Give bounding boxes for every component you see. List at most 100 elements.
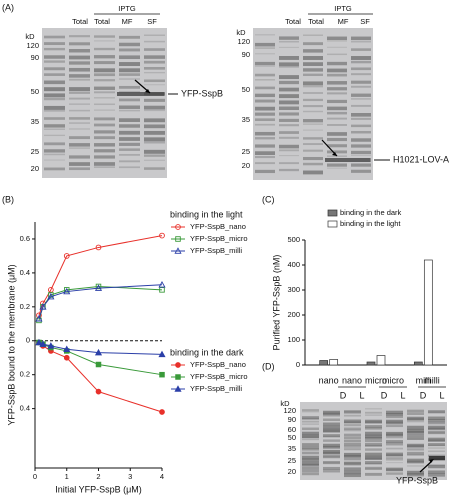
gel-band — [407, 434, 424, 438]
gel-band — [303, 49, 323, 53]
gel-band — [255, 155, 275, 159]
gel-band — [279, 131, 299, 134]
marker-label: 120 — [237, 37, 250, 46]
gel-band — [44, 80, 65, 85]
gel-band — [323, 443, 340, 448]
gel-band — [144, 149, 165, 154]
gel-band — [302, 448, 319, 451]
legend-marker — [175, 236, 181, 242]
gel-band — [94, 61, 115, 65]
gel-band — [428, 473, 445, 477]
gel-band — [344, 439, 361, 443]
gel-band — [94, 130, 115, 134]
panel-label: (A) — [2, 2, 14, 12]
gel-band — [144, 159, 165, 161]
gel-band — [365, 472, 382, 476]
gel-band — [144, 79, 165, 83]
marker-label: 50 — [31, 87, 39, 96]
gel-band — [327, 92, 347, 95]
marker-label: 35 — [31, 117, 39, 126]
gel-band — [302, 463, 319, 467]
marker-label: 35 — [288, 444, 296, 453]
gel — [300, 402, 447, 480]
gel-band — [94, 149, 115, 153]
gel-band — [428, 439, 445, 442]
gel-band — [344, 454, 361, 458]
gel-band — [407, 409, 424, 413]
gel-band — [386, 442, 403, 445]
gel-band — [351, 56, 371, 60]
gel-band — [344, 448, 361, 451]
data-point — [63, 345, 71, 352]
bar — [423, 259, 433, 366]
gel-band — [323, 451, 340, 455]
gel-band — [279, 136, 299, 139]
y-tick-label: 0 — [296, 360, 300, 369]
legend-swatch — [327, 209, 338, 217]
data-point — [63, 354, 70, 361]
y-axis-label: YFP-SspB bound to the membrane (μM) — [6, 264, 16, 425]
gel-band — [303, 137, 323, 140]
gel-band — [365, 457, 382, 460]
gel-band — [344, 433, 361, 437]
gel-band — [327, 124, 347, 126]
gel-band — [119, 137, 140, 141]
gel-band — [255, 93, 275, 98]
gel-band — [365, 421, 382, 424]
gel-band — [303, 119, 323, 123]
gel-band — [144, 34, 165, 36]
gel-band — [94, 136, 115, 140]
gel-band — [429, 456, 445, 460]
gel-band — [119, 109, 140, 112]
gel-band — [344, 467, 361, 471]
gel-band — [351, 113, 371, 117]
data-point — [63, 253, 70, 259]
gel-band — [344, 410, 361, 414]
gel-band — [279, 80, 299, 85]
gel-band — [69, 35, 90, 38]
treatment-label: IPTG — [334, 4, 352, 13]
gel-band — [144, 154, 165, 157]
data-point — [94, 284, 103, 291]
legend-title: binding in the dark — [170, 347, 244, 357]
lane-label: SF — [147, 17, 157, 26]
y-tick-label: 500 — [287, 235, 300, 244]
gel-band — [323, 412, 340, 416]
gel-band — [94, 97, 115, 99]
gel-band — [323, 428, 340, 433]
gel-band — [279, 124, 299, 127]
gel-band — [407, 453, 424, 456]
gel-band — [351, 163, 371, 167]
gel-band — [351, 93, 371, 97]
marker-label: 120 — [26, 41, 39, 50]
gel-band — [327, 117, 347, 120]
gel-band — [94, 91, 115, 94]
data-point — [47, 292, 55, 300]
arrow-head — [429, 459, 434, 463]
gel-band — [386, 424, 403, 427]
gel-band — [351, 73, 371, 76]
gel-band — [144, 60, 165, 64]
gel-band — [407, 431, 424, 435]
gel-band — [365, 468, 382, 470]
gel-band — [44, 105, 65, 110]
gel-band — [407, 425, 424, 430]
gel-band — [386, 457, 403, 460]
gel-band — [351, 98, 371, 100]
gel-band — [69, 143, 90, 147]
gel-band — [323, 455, 340, 459]
gel-band — [144, 137, 165, 142]
gel-band — [303, 170, 323, 175]
arrow-head — [145, 89, 150, 93]
gel-band — [365, 431, 382, 436]
arrow-head — [332, 152, 337, 156]
gel-band — [428, 470, 445, 474]
gel-band — [255, 106, 275, 111]
gel-band — [69, 155, 90, 159]
gel-band — [302, 420, 319, 423]
lane-label: D — [381, 390, 388, 400]
gel-band — [351, 117, 371, 120]
gel-band — [119, 48, 140, 52]
gel-band — [144, 40, 165, 43]
gel-band — [323, 425, 340, 430]
